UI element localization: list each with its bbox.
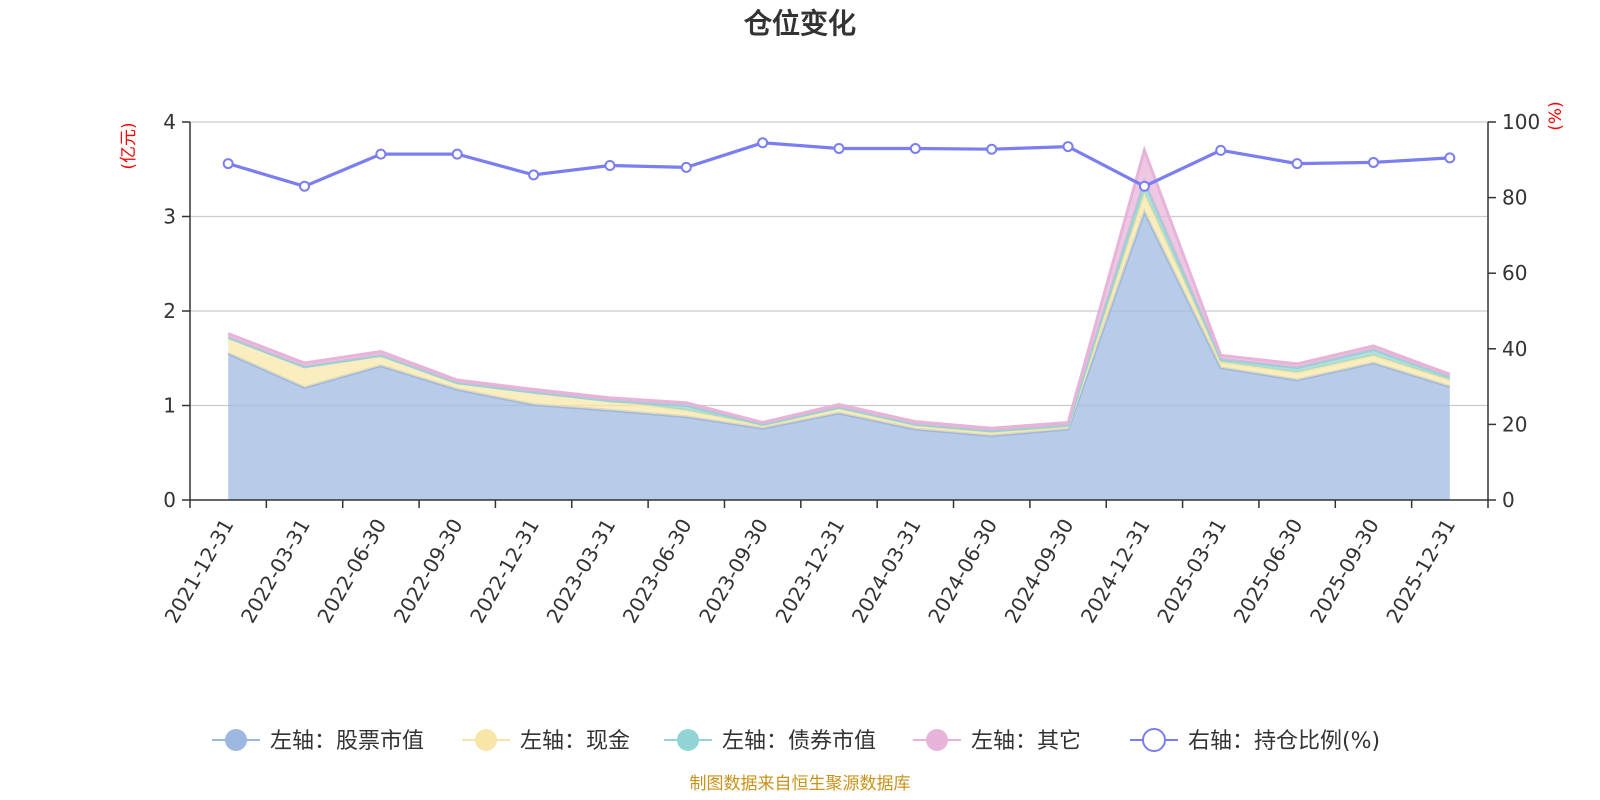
holding-ratio-line — [222, 137, 1456, 192]
ratio-point-9 — [909, 142, 921, 154]
left-tick-label-3: 3 — [163, 205, 176, 229]
x-axis-ticks: 2021-12-312022-03-312022-06-302022-09-30… — [160, 500, 1489, 628]
ratio-point-5 — [604, 159, 616, 171]
right-axis-ticks: 0 20 40 60 80 100 — [1488, 110, 1540, 512]
legend-label-4: 右轴：持仓比例(%) — [1188, 729, 1380, 754]
x-tick-label-16: 2025-12-31 — [1381, 515, 1460, 628]
x-tick-label-4: 2022-12-31 — [465, 515, 544, 628]
x-tick-label-1: 2022-03-31 — [236, 515, 315, 628]
ratio-point-12 — [1138, 180, 1150, 192]
right-tick-label-5: 100 — [1502, 110, 1540, 134]
area-series-0 — [228, 211, 1450, 501]
ratio-point-6 — [680, 161, 692, 173]
ratio-point-13 — [1215, 144, 1227, 156]
ratio-point-11 — [1062, 141, 1074, 153]
ratio-point-0 — [222, 158, 234, 170]
ratio-point-7 — [757, 137, 769, 149]
right-tick-label-0: 0 — [1502, 488, 1515, 512]
right-tick-label-2: 40 — [1502, 337, 1527, 361]
ratio-point-4 — [528, 169, 540, 181]
right-tick-label-4: 80 — [1502, 186, 1527, 210]
x-tick-label-8: 2023-12-31 — [770, 515, 849, 628]
legend-label-0: 左轴：股票市值 — [270, 729, 424, 754]
x-tick-label-15: 2025-09-30 — [1305, 515, 1384, 628]
ratio-point-1 — [299, 180, 311, 192]
ratio-point-3 — [451, 148, 463, 160]
legend-marker-1 — [475, 729, 497, 751]
x-tick-label-3: 2022-09-30 — [389, 515, 468, 628]
ratio-point-16 — [1444, 152, 1456, 164]
legend-label-1: 左轴：现金 — [520, 729, 630, 754]
ratio-point-15 — [1367, 156, 1379, 168]
legend-marker-0 — [225, 729, 247, 751]
right-axis-unit: (%) — [1546, 101, 1566, 130]
ratio-point-14 — [1291, 158, 1303, 170]
right-tick-label-3: 60 — [1502, 261, 1527, 285]
x-tick-label-6: 2023-06-30 — [618, 515, 697, 628]
ratio-point-2 — [375, 148, 387, 160]
x-tick-label-0: 2021-12-31 — [160, 515, 239, 628]
left-axis-ticks: 0 1 2 3 4 — [163, 110, 190, 512]
right-tick-label-1: 20 — [1502, 412, 1527, 436]
ratio-point-8 — [833, 142, 845, 154]
x-tick-label-13: 2025-03-31 — [1152, 515, 1231, 628]
legend-marker-4 — [1142, 728, 1166, 752]
x-tick-label-7: 2023-09-30 — [694, 515, 773, 628]
x-tick-label-2: 2022-06-30 — [312, 515, 391, 628]
chart-title: 仓位变化 — [744, 7, 856, 40]
source-note: 制图数据来自恒生聚源数据库 — [690, 774, 911, 794]
stacked-areas — [227, 145, 1451, 501]
ratio-point-10 — [986, 143, 998, 155]
legend-marker-3 — [926, 729, 948, 751]
left-axis-unit: (亿元) — [119, 122, 139, 169]
left-tick-label-4: 4 — [163, 110, 176, 134]
left-tick-label-2: 2 — [163, 299, 176, 323]
x-tick-label-14: 2025-06-30 — [1229, 515, 1308, 628]
x-tick-label-9: 2024-03-31 — [847, 515, 926, 628]
x-tick-label-10: 2024-06-30 — [923, 515, 1002, 628]
x-tick-label-11: 2024-09-30 — [999, 515, 1078, 628]
legend: 左轴：股票市值 左轴：现金 左轴：债券市值 左轴：其它 右轴：持仓比例(%) — [212, 728, 1380, 754]
x-tick-label-12: 2024-12-31 — [1076, 515, 1155, 628]
left-tick-label-1: 1 — [163, 394, 176, 418]
legend-label-3: 左轴：其它 — [971, 729, 1081, 754]
left-tick-label-0: 0 — [163, 488, 176, 512]
legend-marker-2 — [677, 729, 699, 751]
x-tick-label-5: 2023-03-31 — [541, 515, 620, 628]
area-edge-series-3 — [227, 145, 1451, 430]
legend-label-2: 左轴：债券市值 — [722, 729, 876, 754]
